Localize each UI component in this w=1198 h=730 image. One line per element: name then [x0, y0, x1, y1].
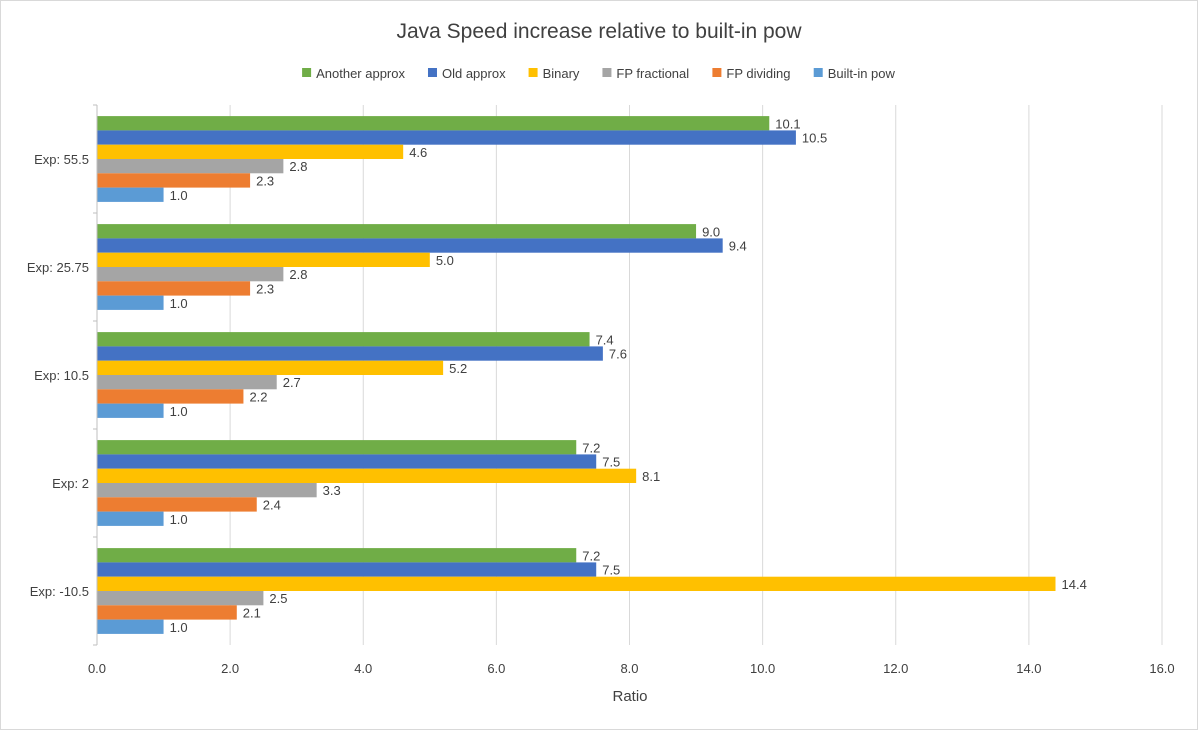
data-label: 5.0 — [436, 253, 454, 268]
legend-label: FP fractional — [616, 66, 689, 81]
data-label: 2.5 — [269, 591, 287, 606]
bar — [97, 144, 404, 159]
data-labels: 10.110.5 4.6 2.8 2.3 1.0 9.0 9.4 5.0 2.8 2.3 1.0 7.… — [170, 116, 1087, 635]
x-tick-label: 4.0 — [354, 661, 372, 676]
bar — [97, 281, 251, 296]
y-tick-label: Exp: 2 — [52, 476, 89, 491]
data-label: 10.1 — [775, 116, 800, 131]
data-label: 2.8 — [289, 159, 307, 174]
legend-swatch — [528, 68, 538, 77]
legend-swatch — [712, 68, 722, 77]
legend-label: FP dividing — [726, 66, 790, 81]
data-label: 7.6 — [609, 347, 627, 362]
bar — [97, 346, 603, 361]
bar — [97, 497, 257, 512]
data-label: 4.6 — [409, 145, 427, 160]
data-label: 14.4 — [1062, 577, 1087, 592]
bar — [97, 389, 244, 404]
bar — [97, 468, 637, 483]
data-label: 10.5 — [802, 131, 827, 146]
bar — [97, 605, 237, 620]
data-label: 5.2 — [449, 361, 467, 376]
bar — [97, 619, 164, 634]
bar — [97, 187, 164, 202]
bar — [97, 375, 277, 390]
x-tick-label: 14.0 — [1016, 661, 1041, 676]
data-label: 1.0 — [170, 404, 188, 419]
y-tick-label: Exp: -10.5 — [30, 584, 89, 599]
data-label: 7.2 — [582, 440, 600, 455]
bar — [97, 440, 577, 455]
bars — [97, 116, 1056, 634]
chart-title: Java Speed increase relative to built-in… — [396, 20, 802, 43]
data-label: 2.3 — [256, 281, 274, 296]
data-label: 7.4 — [596, 332, 614, 347]
bar — [97, 159, 284, 174]
bar — [97, 267, 284, 282]
legend-swatch — [427, 68, 437, 77]
axes: 0.0 2.0 4.0 6.0 8.0 10.0 12.0 14.0 16.0 Exp: 55.5… — [27, 104, 1175, 676]
bar — [97, 116, 770, 131]
data-label: 1.0 — [170, 620, 188, 635]
legend-label: Built-in pow — [828, 66, 896, 81]
bar — [97, 224, 697, 239]
y-tick-label: Exp: 55.5 — [34, 152, 89, 167]
legend: Another approx Old approx Binary FP fractio… — [302, 66, 896, 81]
y-tick-label: Exp: 10.5 — [34, 368, 89, 383]
data-label: 1.0 — [170, 296, 188, 311]
bar — [97, 576, 1056, 591]
data-label: 1.0 — [170, 188, 188, 203]
data-label: 2.3 — [256, 173, 274, 188]
x-tick-label: 10.0 — [750, 661, 775, 676]
bar — [97, 548, 577, 563]
legend-label: Binary — [543, 66, 580, 81]
legend-swatch — [602, 68, 612, 77]
bar — [97, 562, 597, 577]
x-tick-label: 8.0 — [620, 661, 638, 676]
data-label: 2.1 — [243, 605, 261, 620]
bar — [97, 332, 590, 347]
data-label: 7.5 — [602, 455, 620, 470]
data-label: 2.2 — [249, 389, 267, 404]
bar — [97, 238, 723, 253]
bar — [97, 173, 251, 188]
legend-swatch — [302, 68, 312, 77]
bar — [97, 454, 597, 469]
x-tick-label: 16.0 — [1149, 661, 1174, 676]
bar — [97, 130, 796, 145]
data-label: 1.0 — [170, 512, 188, 527]
data-label: 7.2 — [582, 548, 600, 563]
data-label: 2.8 — [289, 267, 307, 282]
x-tick-label: 6.0 — [487, 661, 505, 676]
x-tick-label: 12.0 — [883, 661, 908, 676]
legend-label: Another approx — [316, 66, 405, 81]
x-tick-label: 2.0 — [221, 661, 239, 676]
data-label: 9.0 — [702, 224, 720, 239]
data-label: 2.7 — [283, 375, 301, 390]
legend-swatch — [813, 68, 823, 77]
x-tick-label: 0.0 — [88, 661, 106, 676]
data-label: 3.3 — [323, 483, 341, 498]
bar — [97, 252, 430, 267]
bar — [97, 511, 164, 526]
x-axis-label: Ratio — [612, 688, 647, 705]
data-label: 9.4 — [729, 239, 747, 254]
data-label: 8.1 — [642, 469, 660, 484]
bar — [97, 403, 164, 418]
bar — [97, 360, 444, 375]
data-label: 2.4 — [263, 497, 281, 512]
data-label: 7.5 — [602, 563, 620, 578]
bar — [97, 295, 164, 310]
bar — [97, 483, 317, 498]
y-tick-label: Exp: 25.75 — [27, 260, 89, 275]
legend-label: Old approx — [442, 66, 506, 81]
bar — [97, 591, 264, 606]
